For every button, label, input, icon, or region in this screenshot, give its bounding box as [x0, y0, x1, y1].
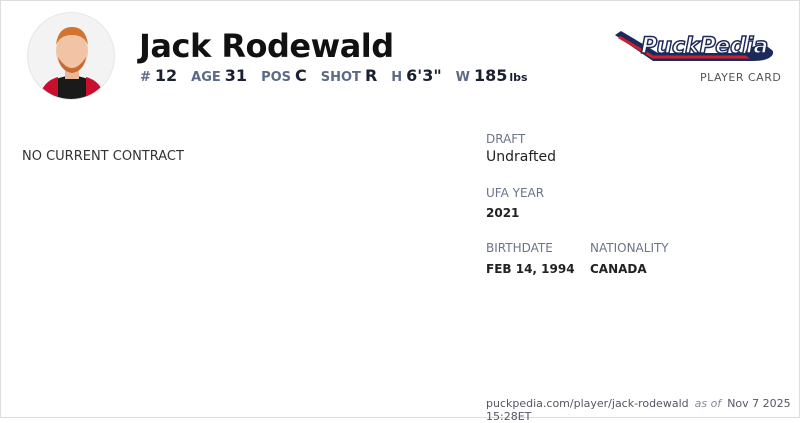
number-label: # — [140, 70, 151, 85]
ufa-value: 2021 — [486, 206, 520, 220]
ufa-label: UFA YEAR — [486, 186, 545, 200]
pos-value: C — [295, 66, 307, 85]
weight-unit: lbs — [509, 71, 528, 84]
age-value: 31 — [224, 66, 248, 85]
svg-text:PuckPedia: PuckPedia — [641, 34, 768, 59]
shot-label: SHOT — [320, 70, 361, 85]
as-of-label: as of — [694, 397, 722, 410]
shot-value: R — [364, 66, 378, 85]
player-url[interactable]: puckpedia.com/player/jack-rodewald — [486, 397, 689, 410]
player-avatar — [27, 12, 115, 100]
nationality-value: CANADA — [590, 262, 647, 276]
weight-value: 185 — [474, 66, 508, 85]
height-value: 6'3" — [406, 66, 442, 85]
player-attributes: #12 AGE 31 POS C SHOT R H 6'3" W 185 lbs — [140, 66, 528, 85]
player-card-subtitle: PLAYER CARD — [700, 71, 782, 84]
draft-value: Undrafted — [486, 149, 557, 165]
nationality-label: NATIONALITY — [590, 241, 669, 255]
contract-status: NO CURRENT CONTRACT — [22, 149, 184, 164]
birthdate-label: BIRTHDATE — [486, 241, 553, 255]
footer: puckpedia.com/player/jack-rodewald as of N… — [486, 397, 799, 423]
number-value: 12 — [154, 66, 178, 85]
weight-label: W — [455, 70, 470, 85]
height-label: H — [391, 70, 403, 85]
pos-label: POS — [261, 70, 292, 85]
player-name: Jack Rodewald — [139, 27, 394, 65]
age-label: AGE — [191, 70, 221, 85]
birthdate-value: FEB 14, 1994 — [486, 262, 575, 276]
puckpedia-logo: PuckPedia — [613, 23, 778, 72]
draft-label: DRAFT — [486, 132, 526, 146]
